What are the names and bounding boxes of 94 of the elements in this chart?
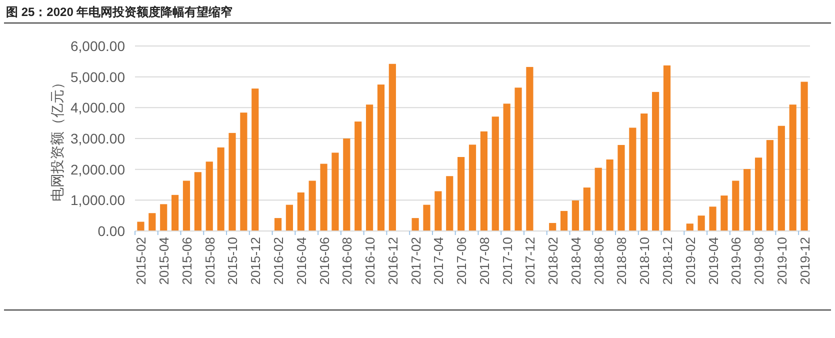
bar [434,191,442,231]
bar [663,65,671,231]
bar [194,172,202,231]
x-tick-label: 2019-08 [752,237,767,285]
y-tick-label: 6,000.00 [70,38,126,54]
bar [744,169,751,231]
y-tick-label: 0.00 [98,223,126,239]
x-tick-label: 2017-10 [500,237,515,285]
x-tick-label: 2016-08 [340,237,355,285]
y-tick-label: 5,000.00 [70,68,126,85]
bar [423,204,430,231]
bar [332,152,339,231]
bar [286,204,293,231]
bar [468,144,476,231]
bar [629,128,636,231]
bar [686,224,694,231]
bar [458,157,465,231]
bar [354,122,362,231]
bar [446,176,454,231]
bar [160,204,168,231]
y-tick-label: 2,000.00 [70,161,126,178]
bar [766,140,774,231]
x-tick-label: 2019-12 [797,237,812,285]
x-tick-label: 2018-04 [568,237,584,285]
bar [572,200,580,231]
bar [549,222,556,231]
bar [800,82,808,231]
bar [137,222,144,231]
bar [640,114,648,231]
y-axis-title: 电网投资额（亿元） [49,76,65,202]
bar [754,158,762,231]
x-tick-label: 2015-06 [179,237,194,285]
x-tick-label: 2016-04 [294,237,309,285]
bar [308,180,316,231]
bar [412,218,419,231]
bar [698,216,705,231]
x-tick-label: 2016-12 [385,237,400,285]
bar [492,116,499,231]
x-tick-label: 2015-04 [156,237,172,285]
bar [526,66,534,231]
bar [206,162,213,231]
x-tick-label: 2015-02 [134,237,149,285]
bar [240,112,248,231]
bar [503,104,510,231]
y-tick-label: 3,000.00 [70,130,126,146]
bar [366,104,374,231]
bar [720,196,728,231]
y-tick-label: 4,000.00 [70,100,126,116]
bar [388,64,396,231]
bar [709,206,716,231]
x-tick-label: 2019-02 [682,237,698,285]
bar [652,92,660,231]
x-tick-label: 2019-04 [706,237,721,285]
bar [343,138,350,231]
x-tick-label: 2015-10 [225,237,240,285]
x-tick-label: 2016-02 [271,237,286,285]
bar [732,180,740,231]
bar [228,132,236,231]
bar [778,126,785,231]
bar [514,88,522,231]
x-tick-label: 2017-12 [522,237,538,285]
x-tick-label: 2018-12 [660,237,675,285]
x-tick-label: 2017-08 [476,237,492,285]
x-tick-label: 2019-10 [774,237,790,285]
bar [377,84,385,231]
bar [583,188,590,231]
bar [789,104,796,231]
bar [182,180,190,231]
x-tick-label: 2018-08 [614,237,630,285]
x-tick-label: 2015-08 [202,237,218,285]
x-tick-label: 2017-06 [454,237,470,285]
bar [274,218,282,231]
x-tick-label: 2017-04 [431,237,446,285]
bar [606,159,614,231]
bar [618,144,625,231]
bar [148,213,156,231]
x-tick-label: 2016-10 [362,237,378,285]
x-tick-label: 2018-06 [591,237,606,285]
x-tick-label: 2018-10 [637,237,652,285]
bar [252,88,259,231]
x-tick-label: 2018-02 [546,237,561,285]
bar [320,164,328,231]
title: 图 25：2020 年电网投资额度降幅有望缩窄 [6,5,233,19]
bar [297,192,304,231]
x-tick-label: 2015-12 [248,237,264,285]
bar [560,210,568,231]
bar [171,194,179,231]
bar [594,168,602,231]
bar [480,131,488,231]
x-tick-label: 2016-06 [316,237,332,285]
y-tick-label: 1,000.00 [70,192,126,208]
x-tick-label: 2017-02 [408,237,424,285]
x-tick-label: 2019-06 [728,237,744,285]
bar [217,147,224,231]
